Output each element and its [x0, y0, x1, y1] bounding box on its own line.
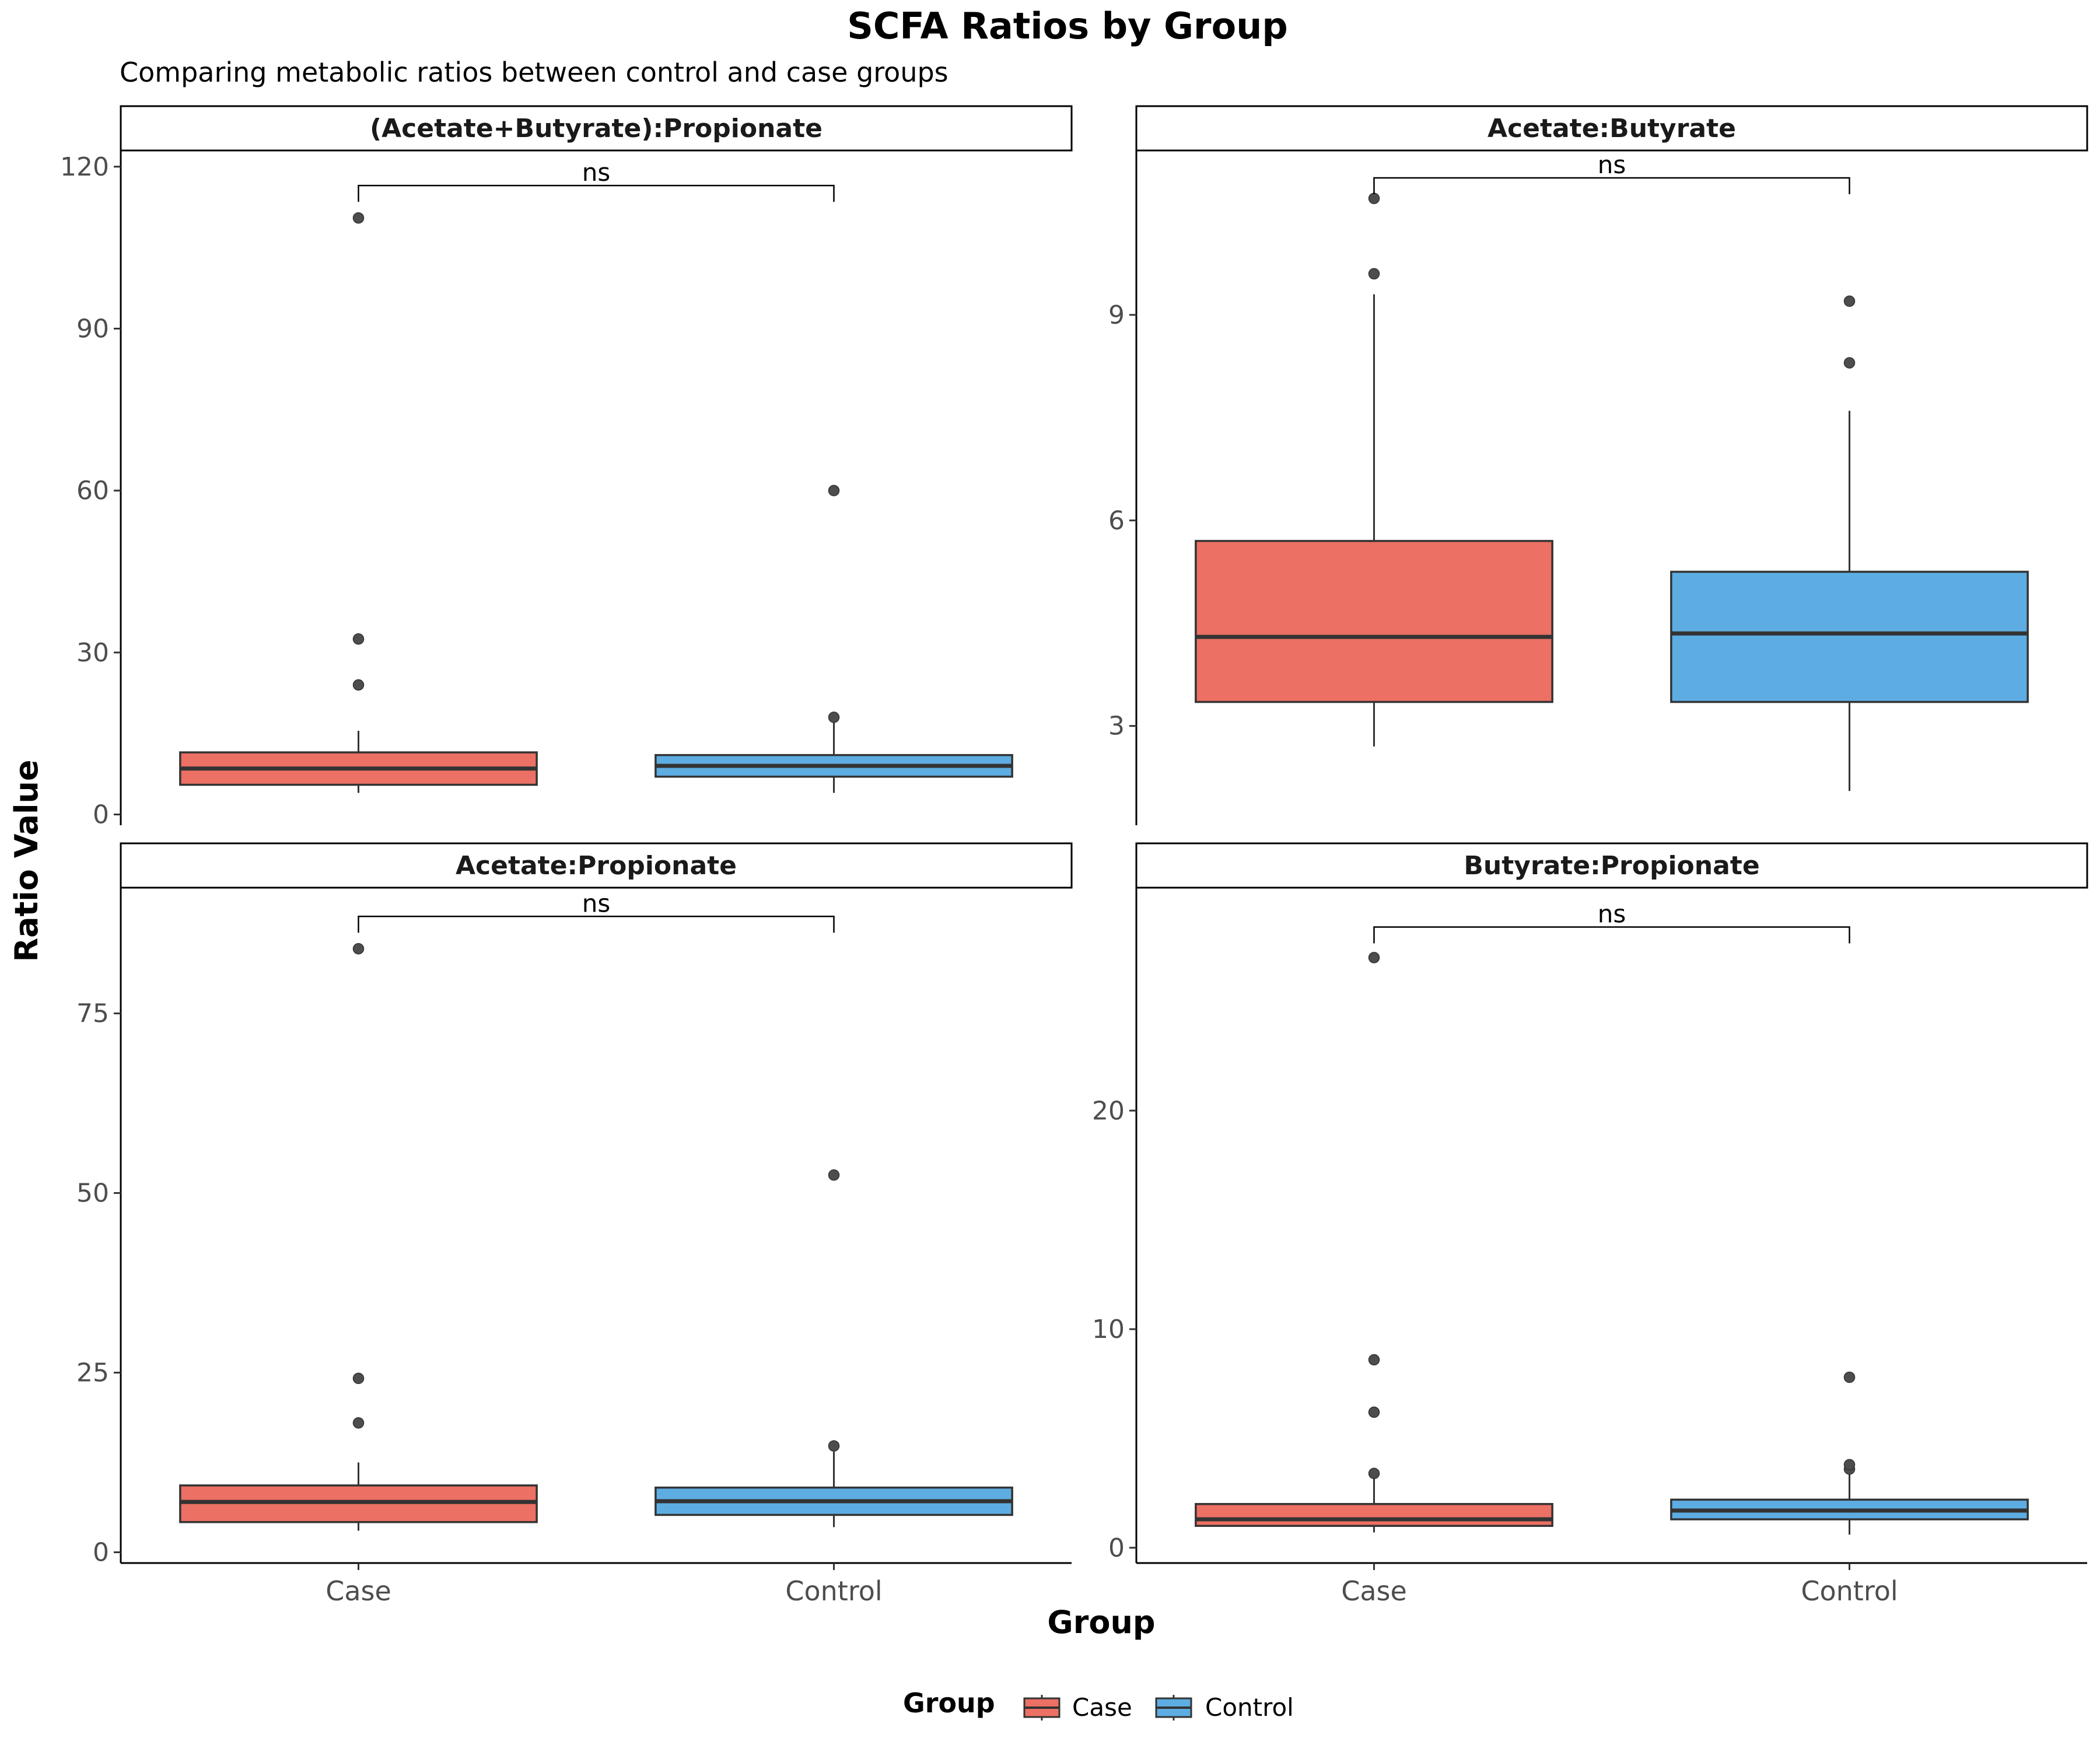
panel-strip — [1135, 105, 2088, 152]
legend-label-case: Case — [1072, 1693, 1132, 1722]
y-tick-label: 120 — [60, 152, 109, 182]
outlier-point — [352, 633, 365, 645]
box-case — [179, 942, 538, 1531]
x-tick-label: Control — [785, 1575, 882, 1607]
panel-acetate-butyrate-propionate: (Acetate+Butyrate):Propionate 0 30 60 90 120 n… — [60, 105, 1073, 829]
panel-title: Acetate:Butyrate — [1488, 114, 1736, 143]
panel-strip — [120, 105, 1073, 152]
y-axis-title: Ratio Value — [8, 759, 45, 962]
box-control — [1670, 1371, 2029, 1535]
y-tick-label: 50 — [76, 1179, 109, 1208]
legend-label-control: Control — [1205, 1693, 1294, 1722]
significance-label: ns — [1598, 150, 1626, 179]
panel-strip — [120, 842, 1073, 889]
chart-subtitle: Comparing metabolic ratios between contr… — [120, 57, 949, 88]
legend: Group Case Control — [903, 1687, 1294, 1722]
panel-title: Acetate:Propionate — [456, 851, 737, 881]
box-iqr — [1670, 570, 2029, 703]
outlier-point — [1368, 268, 1380, 280]
panel-strip — [1135, 842, 2088, 889]
outlier-point — [828, 1169, 840, 1181]
outlier-point — [352, 679, 365, 691]
outlier-point — [352, 212, 365, 224]
y-tick-label: 3 — [1108, 712, 1125, 741]
outlier-point — [1368, 1467, 1380, 1480]
outlier-point — [1843, 357, 1856, 369]
significance-bracket — [358, 916, 835, 933]
outlier-point — [352, 942, 365, 955]
significance-label: ns — [1598, 899, 1626, 928]
y-tick-label: 9 — [1108, 300, 1125, 330]
y-tick-label: 6 — [1108, 506, 1125, 535]
outlier-point — [1368, 952, 1380, 963]
legend-title: Group — [903, 1687, 995, 1719]
legend-item-control: Control — [1155, 1693, 1294, 1722]
panel-title: Butyrate:Propionate — [1464, 851, 1759, 881]
outlier-point — [1368, 1406, 1380, 1418]
y-tick-label: 60 — [76, 476, 109, 506]
box-case — [179, 212, 538, 793]
y-tick-label: 25 — [76, 1358, 109, 1388]
x-tick-label: Case — [326, 1575, 391, 1607]
y-tick-label: 0 — [1108, 1533, 1125, 1563]
box-case — [1195, 192, 1553, 747]
outlier-point — [828, 712, 840, 723]
panel-acetate-propionate: Acetate:Propionate 0 25 50 75 Case Control ns — [76, 842, 1073, 1607]
x-axis-title: Group — [1047, 1604, 1155, 1641]
significance-bracket — [1373, 926, 1850, 944]
y-tick-label: 10 — [1092, 1315, 1125, 1344]
y-tick-label: 0 — [93, 1538, 109, 1568]
significance-bracket — [1373, 177, 1850, 194]
box-control — [654, 485, 1013, 793]
outlier-point — [1843, 1371, 1856, 1383]
box-control — [654, 1169, 1013, 1527]
y-tick-label: 90 — [76, 314, 109, 344]
outlier-point — [1843, 1459, 1856, 1471]
significance-bracket — [358, 184, 835, 202]
panel-title: (Acetate+Butyrate):Propionate — [370, 114, 822, 143]
outlier-point — [1843, 295, 1856, 307]
box-iqr — [1195, 1503, 1553, 1527]
outlier-point — [352, 1372, 365, 1385]
box-control — [1670, 295, 2029, 791]
legend-item-case: Case — [1023, 1693, 1132, 1722]
outlier-point — [1368, 192, 1380, 204]
box-case — [1195, 952, 1553, 1533]
significance-label: ns — [582, 889, 611, 917]
outlier-point — [828, 1440, 840, 1452]
significance-label: ns — [582, 158, 611, 187]
panel-butyrate-propionate: Butyrate:Propionate 0 10 20 Case Control ns — [1092, 842, 2088, 1607]
outlier-point — [1368, 1354, 1380, 1366]
x-tick-label: Control — [1801, 1575, 1898, 1607]
y-tick-label: 20 — [1092, 1096, 1125, 1126]
chart-title: SCFA Ratios by Group — [847, 5, 1287, 47]
panel-acetate-butyrate: Acetate:Butyrate 3 6 9 ns — [1108, 105, 2088, 825]
x-tick-label: Case — [1341, 1575, 1407, 1607]
outlier-point — [352, 1417, 365, 1429]
outlier-point — [828, 485, 840, 496]
y-tick-label: 75 — [76, 999, 109, 1029]
y-tick-label: 0 — [93, 800, 109, 829]
y-tick-label: 30 — [76, 638, 109, 668]
box-iqr — [1195, 539, 1553, 703]
